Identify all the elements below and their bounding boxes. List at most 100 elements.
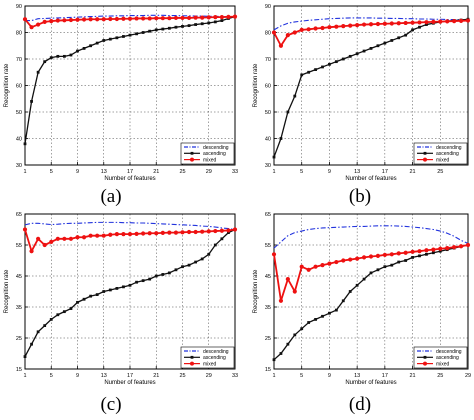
chart-c-tick-label-y: 15 (16, 367, 22, 373)
chart-b-series-mixed-point (271, 30, 277, 35)
chart-c-series-mixed-point (226, 228, 231, 233)
chart-a-series-mixed-point (36, 22, 41, 27)
chart-a-series-ascending-point (220, 19, 224, 22)
chart-a-series-mixed-point (49, 19, 54, 24)
chart-b-series-ascending-point (341, 57, 345, 61)
chart-c-series-ascending-point (102, 290, 106, 293)
chart-c-series-mixed-point (108, 232, 113, 237)
chart-d-series-mixed (271, 242, 471, 303)
chart-c-series-mixed-point (88, 233, 93, 238)
chart-d-series-mixed-point (396, 251, 401, 256)
chart-b-series-ascending-point (286, 110, 290, 114)
chart-b-series-mixed-point (285, 33, 290, 38)
chart-b-series-descending-line (273, 17, 468, 31)
chart-a-legend-marker-mixed (190, 157, 194, 162)
chart-a-series-ascending-point (194, 23, 198, 26)
chart-b-tick-label-y: 80 (265, 31, 271, 37)
chart-c-tick-label-x: 17 (127, 373, 133, 379)
chart-b-series-ascending-point (272, 155, 276, 159)
chart-d-legend-marker-ascending (423, 355, 427, 359)
chart-c-tick-label-x: 25 (179, 373, 185, 379)
chart-c-legend-marker-ascending (190, 355, 194, 359)
chart-b-legend-box (413, 142, 468, 165)
chart-a-series-ascending-point (76, 49, 79, 53)
chart-c-series-mixed (22, 227, 238, 254)
chart-a-series-mixed-point (232, 14, 238, 19)
chart-b-series-mixed-point (348, 23, 353, 28)
chart-d-series-mixed-point (313, 264, 318, 269)
chart-c-legend-box (180, 346, 235, 369)
chart-b-series-mixed-point (410, 20, 415, 25)
chart-b-series-mixed-point (438, 19, 443, 24)
chart-c-series-mixed-point (193, 229, 198, 235)
chart-b-xlabel: Number of features (345, 176, 396, 182)
chart-c-series-descending-line (24, 221, 236, 231)
chart-b-series-mixed-point (327, 25, 332, 30)
chart-d-legend-box (413, 346, 468, 369)
chart-c-series-mixed-point (55, 236, 60, 241)
chart-a-series-mixed-point (42, 19, 47, 24)
chart-a-series-mixed-point (173, 15, 179, 21)
chart-b-series-ascending-point (321, 65, 324, 69)
chart-d-tick-label-y: 55 (265, 243, 271, 249)
chart-a-tick-label-y: 80 (16, 31, 22, 37)
chart-d-legend-label-ascending: ascending (436, 355, 459, 361)
chart-c-series-ascending-point (174, 268, 178, 272)
chart-d-series-ascending-point (362, 277, 366, 281)
chart-d-series-mixed-point (334, 259, 339, 265)
chart-c-tick-label-x: 21 (153, 373, 159, 379)
chart-d-series-ascending-point (438, 249, 442, 253)
chart-d-tick-label-x: 29 (465, 373, 471, 379)
chart-c-tick-label-x: 29 (206, 373, 212, 379)
chart-c-ylabel: Recognition rate (4, 269, 10, 313)
chart-a-series-ascending-point (115, 36, 119, 40)
chart-d-series-mixed-point (292, 289, 297, 294)
chart-a-legend-box (180, 142, 235, 165)
chart-d-series-ascending-point (272, 358, 276, 362)
chart-c-series-mixed-point (186, 229, 192, 235)
chart-a-series-ascending-point (187, 24, 191, 28)
chart-b-series-mixed-point (396, 21, 401, 26)
chart-b-tick-label-y: 90 (265, 4, 271, 10)
chart-a-tick-label-y: 40 (16, 137, 22, 143)
chart-d-series-mixed-point (299, 264, 304, 269)
chart-d-xlabel: Number of features (345, 380, 396, 386)
chart-c-series-ascending-point (43, 324, 47, 327)
chart-b-series-mixed-point (361, 22, 367, 27)
chart-c-legend-label-mixed: mixed (203, 361, 217, 367)
panel-caption-a: (a) (100, 186, 122, 207)
chart-b-series-mixed-point (452, 19, 457, 24)
chart-b-tick-label-y: 70 (265, 57, 271, 63)
chart-a-tick-label-x: 25 (179, 169, 185, 175)
chart-a-tick-label-x: 21 (153, 169, 159, 175)
chart-b-series-mixed-point (458, 18, 464, 23)
chart-c-series-mixed-point (42, 242, 47, 248)
chart-d-series-mixed-point (458, 244, 464, 249)
chart-d-series-mixed-point (452, 245, 457, 250)
chart-c-series-ascending-point (187, 263, 191, 267)
chart-c-series-ascending-point (141, 279, 145, 283)
chart-c-series-mixed-point (114, 232, 119, 237)
chart-c-series-mixed-point (173, 230, 179, 235)
chart-d-series-mixed-point (361, 255, 367, 260)
chart-a-series-ascending-point (161, 27, 165, 31)
chart-c-series-ascending-point (227, 231, 230, 234)
chart-b-ylabel: Recognition rate (253, 63, 259, 107)
chart-d-series-mixed-point (424, 248, 429, 253)
chart-d-series-descending (273, 225, 469, 249)
chart-c-series-mixed-point (147, 231, 152, 236)
chart-a-series-mixed-point (193, 15, 198, 20)
chart-d-series-ascending-point (321, 314, 324, 318)
chart-c-tick-label-y: 55 (16, 243, 22, 249)
chart-c-series-mixed-point (62, 236, 67, 241)
chart-b-series-ascending-point (348, 54, 352, 58)
chart-a-series-mixed-point (186, 15, 192, 21)
chart-d-series-ascending-line (273, 244, 469, 361)
chart-c-series-ascending-point (200, 257, 204, 261)
chart-a-tick-label-y: 30 (16, 163, 22, 169)
chart-d-series-ascending-point (369, 271, 373, 275)
chart-d-series-ascending-point (348, 290, 352, 293)
chart-a-series-mixed-point (108, 16, 113, 22)
chart-c-series-mixed-point (29, 249, 34, 254)
chart-a-series-ascending-point (23, 142, 27, 146)
